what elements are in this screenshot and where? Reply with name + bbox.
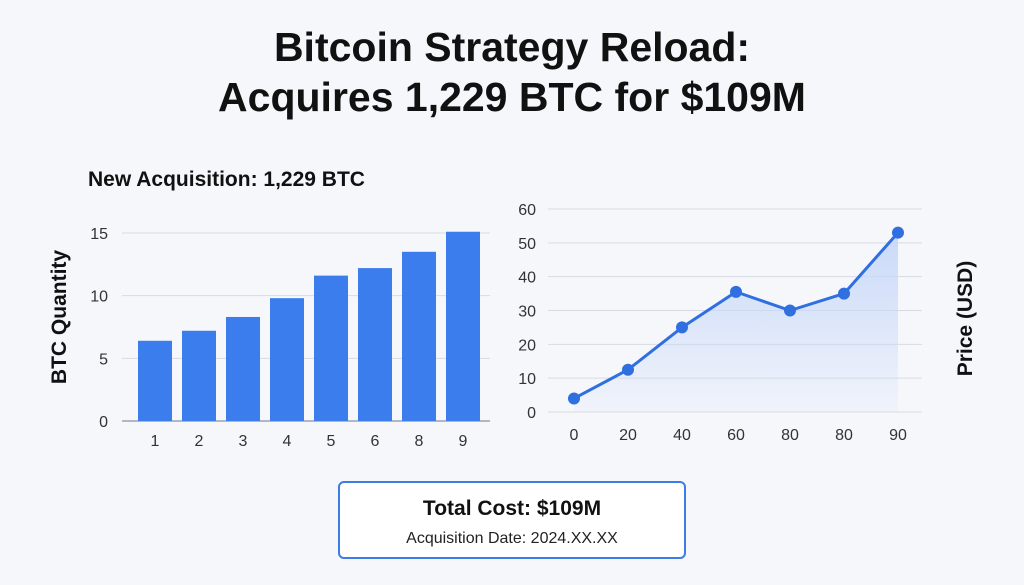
line-y-axis-title: Price (USD) [954,261,977,377]
bar-y-tick-label: 15 [90,226,108,243]
acquisition-subtitle: New Acquisition: 1,229 BTC [88,168,365,191]
line-y-tick-label: 0 [527,405,536,422]
bar-y-tick-label: 0 [99,414,108,431]
line-y-tick-label: 60 [518,202,536,219]
price-point [838,287,850,300]
line-x-tick-label: 80 [835,427,853,444]
bar-x-tick-label: 8 [415,433,424,450]
line-y-tick-label: 40 [518,270,536,287]
title-line-2: Acquires 1,229 BTC for $109M [218,74,806,120]
bar-x-tick-label: 9 [459,433,468,450]
price-point [784,304,796,317]
bar [358,268,392,421]
price-area-fill [574,232,898,412]
price-point [676,321,688,334]
price-point [622,363,634,376]
line-y-tick-label: 50 [518,236,536,253]
acquisition-date-label: Acquisition Date: 2024.XX.XX [406,530,618,547]
bar-x-tick-label: 6 [371,433,380,450]
bar-x-tick-label: 4 [283,433,292,450]
line-x-tick-label: 90 [889,427,907,444]
line-x-tick-label: 80 [781,427,799,444]
price-point [568,392,580,405]
line-y-tick-label: 20 [518,337,536,354]
line-y-tick-label: 10 [518,371,536,388]
total-cost-box: Total Cost: $109M Acquisition Date: 2024… [338,481,686,559]
bar-y-tick-label: 5 [99,351,108,368]
bar-x-tick-label: 1 [151,433,160,450]
page-title: Bitcoin Strategy Reload: Acquires 1,229 … [0,22,1024,122]
bar [446,231,480,421]
price-point [892,226,904,239]
line-x-tick-label: 0 [570,427,579,444]
line-x-tick-label: 60 [727,427,745,444]
bar [226,316,260,421]
line-y-tick-label: 30 [518,304,536,321]
bar-y-tick-label: 10 [90,289,108,306]
bar-x-tick-label: 3 [239,433,248,450]
line-x-tick-label: 20 [619,427,637,444]
bar-x-tick-label: 5 [327,433,336,450]
bar [138,340,172,421]
title-line-1: Bitcoin Strategy Reload: [273,24,751,70]
line-x-tick-label: 40 [673,427,691,444]
bar-x-tick-label: 2 [195,433,204,450]
bar [314,275,348,421]
bar [182,330,216,421]
price-point [730,285,742,298]
bar [270,298,304,421]
total-cost-label: Total Cost: $109M [422,497,602,520]
bar [402,251,436,421]
bar-y-axis-title: BTC Quantity [48,250,71,384]
